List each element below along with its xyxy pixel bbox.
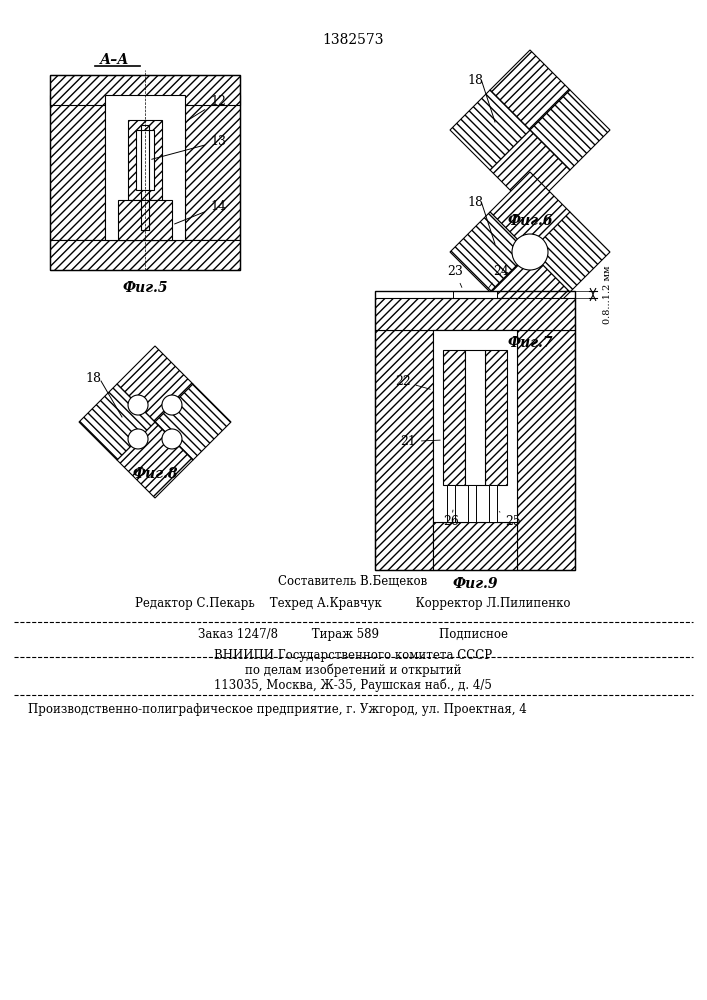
Bar [485, 350, 507, 485]
Text: Фиг.7: Фиг.7 [507, 336, 553, 350]
Bar [50, 240, 240, 270]
Text: по делам изобретений и открытий: по делам изобретений и открытий [245, 664, 461, 677]
Bar [118, 200, 172, 240]
Polygon shape [490, 50, 570, 130]
Bar [375, 298, 575, 330]
Text: 12: 12 [187, 95, 226, 121]
Text: Фиг.9: Фиг.9 [452, 577, 498, 591]
Polygon shape [155, 384, 231, 460]
Text: 14: 14 [175, 200, 226, 224]
Text: 18: 18 [467, 74, 483, 87]
Bar [136, 130, 154, 190]
Polygon shape [490, 172, 570, 252]
Bar [433, 522, 517, 570]
Polygon shape [490, 252, 570, 332]
Bar [465, 350, 485, 485]
Bar [50, 95, 105, 240]
Text: 18: 18 [467, 196, 483, 209]
Circle shape [128, 429, 148, 449]
Bar [517, 330, 575, 570]
Bar [468, 485, 476, 522]
Text: 1382573: 1382573 [322, 33, 384, 47]
Text: Фиг.8: Фиг.8 [132, 467, 177, 481]
Bar [375, 291, 575, 570]
Text: Фиг.5: Фиг.5 [122, 281, 168, 295]
Polygon shape [450, 90, 530, 170]
Bar [375, 330, 433, 570]
Text: 23: 23 [447, 265, 463, 287]
Bar [50, 75, 240, 270]
Bar [128, 120, 162, 200]
Text: 25: 25 [499, 512, 521, 528]
Circle shape [162, 429, 182, 449]
Circle shape [512, 234, 548, 270]
Circle shape [162, 395, 182, 415]
Polygon shape [450, 212, 530, 292]
Bar [489, 485, 497, 522]
Text: 26: 26 [443, 510, 459, 528]
Text: Заказ 1247/8         Тираж 589                Подписное: Заказ 1247/8 Тираж 589 Подписное [198, 628, 508, 641]
Bar [433, 330, 517, 522]
Text: Производственно-полиграфическое предприятие, г. Ужгород, ул. Проектная, 4: Производственно-полиграфическое предприя… [28, 703, 527, 716]
Polygon shape [530, 212, 610, 292]
Bar [453, 291, 497, 298]
Text: 0.8...1.2 мм: 0.8...1.2 мм [603, 265, 612, 324]
Text: 18: 18 [85, 372, 101, 385]
Bar [447, 485, 455, 522]
Text: 21: 21 [400, 435, 440, 448]
Text: А–А: А–А [100, 53, 130, 67]
Polygon shape [530, 90, 610, 170]
Polygon shape [117, 422, 193, 498]
Circle shape [128, 395, 148, 415]
Polygon shape [79, 384, 155, 460]
Bar [443, 350, 465, 485]
Text: Редактор С.Пекарь    Техред А.Кравчук         Корректор Л.Пилипенко: Редактор С.Пекарь Техред А.Кравчук Корре… [135, 597, 571, 610]
Text: 22: 22 [395, 375, 431, 389]
Text: 13: 13 [152, 135, 226, 159]
Bar [50, 75, 240, 105]
Text: ВНИИПИ Государственного комитета СССР: ВНИИПИ Государственного комитета СССР [214, 649, 492, 662]
Polygon shape [490, 130, 570, 210]
Polygon shape [117, 346, 193, 422]
Bar [105, 95, 185, 240]
Text: Составитель В.Бещеков: Составитель В.Бещеков [279, 575, 428, 588]
Bar [185, 95, 240, 240]
Text: 24: 24 [489, 265, 509, 288]
Text: 113035, Москва, Ж-35, Раушская наб., д. 4/5: 113035, Москва, Ж-35, Раушская наб., д. … [214, 678, 492, 692]
Text: Фиг.6: Фиг.6 [507, 214, 553, 228]
